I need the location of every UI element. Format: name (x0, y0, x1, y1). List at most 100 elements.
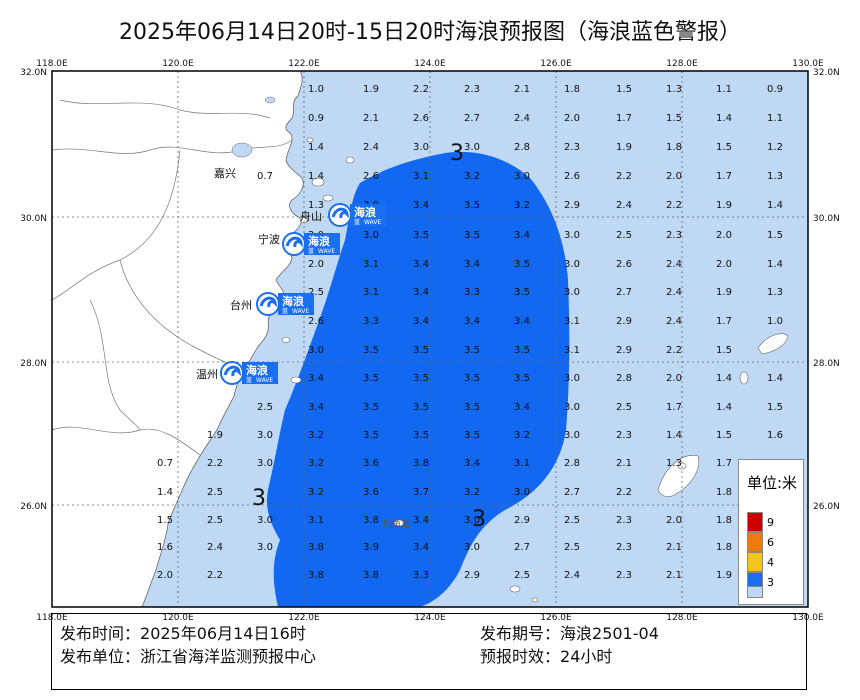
wave-height-value: 2.3 (616, 515, 632, 526)
wave-height-value: 1.5 (716, 430, 732, 441)
coastal-wave-value: 3.0 (257, 542, 273, 553)
wave-height-value: 1.2 (767, 142, 783, 153)
wave-height-value: 2.3 (616, 430, 632, 441)
wave-height-value: 3.5 (514, 287, 530, 298)
wave-height-value: 3.4 (308, 402, 324, 413)
city-label-wenzhou: 温州 (196, 368, 218, 381)
wave-height-value: 2.0 (666, 171, 682, 182)
wave-height-value: 2.5 (564, 542, 580, 553)
wave-height-value: 1.3 (666, 458, 682, 469)
wave-height-value: 2.4 (666, 316, 682, 327)
badge-title: 海浪 (246, 363, 268, 377)
issue-no-value: 海浪2501-04 (560, 624, 659, 643)
wave-height-value: 2.6 (564, 171, 580, 182)
badge-title: 海浪 (308, 234, 330, 248)
wave-height-value: 3.7 (413, 487, 429, 498)
wave-height-value: 3.3 (363, 316, 379, 327)
valid-row: 预报时效：24小时 (480, 643, 612, 667)
wave-height-value: 3.4 (514, 230, 530, 241)
issue-no-label: 发布期号： (480, 624, 560, 643)
wave-height-value: 2.4 (564, 570, 580, 581)
wave-height-value: 1.1 (716, 84, 732, 95)
wave-warning-badge: 海浪蓝 WAVE (257, 293, 314, 315)
wave-height-value: 3.5 (464, 230, 480, 241)
wave-height-value: 3.4 (413, 259, 429, 270)
wave-height-value: 3.5 (464, 430, 480, 441)
wave-height-value: 2.7 (564, 487, 580, 498)
coastal-wave-value: 3.0 (257, 430, 273, 441)
wave-height-value: 2.6 (363, 171, 379, 182)
wave-height-value: 3.4 (413, 542, 429, 553)
valid-label: 预报时效： (480, 647, 560, 666)
wave-height-value: 2.4 (616, 200, 632, 211)
wave-height-value: 2.3 (564, 142, 580, 153)
wave-height-value: 1.7 (716, 171, 732, 182)
wave-height-value: 3.5 (363, 402, 379, 413)
wave-height-value: 3.5 (464, 200, 480, 211)
badge-level: 蓝 (354, 218, 360, 226)
wave-height-value: 3.8 (308, 570, 324, 581)
wave-height-value: 3.0 (464, 542, 480, 553)
wave-height-value: 1.5 (767, 230, 783, 241)
wave-height-value: 1.6 (767, 430, 783, 441)
wave-height-value: 1.8 (716, 542, 732, 553)
wave-height-value: 3.5 (514, 345, 530, 356)
coastal-wave-value: 2.0 (157, 570, 173, 581)
wave-height-value: 1.4 (716, 402, 732, 413)
issuer-row: 发布单位：浙江省海洋监测预报中心 (60, 643, 316, 667)
wave-height-value: 3.0 (564, 230, 580, 241)
wave-height-value: 2.2 (616, 171, 632, 182)
wave-height-value: 1.5 (767, 402, 783, 413)
coastal-wave-value: 3.0 (257, 458, 273, 469)
wave-height-value: 3.0 (564, 402, 580, 413)
wave-height-value: 1.5 (716, 142, 732, 153)
contour-label: 3 (472, 507, 486, 532)
wave-height-value: 2.2 (666, 345, 682, 356)
wave-warning-badge: 海浪蓝 WAVE (283, 233, 340, 255)
legend-swatch-9 (747, 512, 763, 532)
wave-height-value: 1.4 (767, 373, 783, 384)
wave-height-value: 2.6 (308, 316, 324, 327)
lat-label: 28.0N (20, 359, 47, 369)
wave-height-value: 1.9 (716, 287, 732, 298)
valid-value: 24小时 (560, 647, 612, 666)
issue-time-label: 发布时间： (60, 624, 140, 643)
wave-height-value: 1.9 (716, 570, 732, 581)
wave-height-value: 3.1 (413, 171, 429, 182)
wave-height-value: 1.9 (363, 84, 379, 95)
wave-height-value: 1.8 (716, 515, 732, 526)
wave-height-value: 1.4 (308, 142, 324, 153)
issuer-label: 发布单位： (60, 647, 140, 666)
legend: 单位:米 9 6 4 3 (738, 459, 804, 605)
wave-height-value: 3.4 (514, 402, 530, 413)
coastal-wave-value: 2.5 (207, 487, 223, 498)
wave-height-value: 3.5 (363, 430, 379, 441)
wave-height-value: 3.4 (308, 373, 324, 384)
wave-height-value: 1.5 (716, 345, 732, 356)
wave-height-value: 1.5 (616, 84, 632, 95)
wave-height-value: 2.1 (514, 84, 530, 95)
wave-height-value: 1.3 (767, 171, 783, 182)
badge-sub: WAVE (364, 219, 381, 226)
wave-height-value: 2.9 (616, 316, 632, 327)
wave-height-value: 3.4 (464, 458, 480, 469)
lon-label: 120.0E (162, 59, 194, 69)
badge-level: 蓝 (308, 247, 314, 255)
wave-height-value: 3.1 (363, 259, 379, 270)
issue-no-row: 发布期号：海浪2501-04 (480, 620, 659, 644)
wave-height-value: 2.0 (666, 515, 682, 526)
wave-height-value: 2.4 (666, 287, 682, 298)
wave-height-value: 2.7 (616, 287, 632, 298)
lat-label: 28.0N (813, 359, 840, 369)
legend-swatch-4 (747, 552, 763, 572)
wave-height-value: 3.4 (413, 515, 429, 526)
wave-height-value: 1.4 (716, 373, 732, 384)
wave-height-value: 0.9 (308, 113, 324, 124)
wave-height-value: 3.4 (413, 200, 429, 211)
coastal-wave-value: 1.5 (157, 515, 173, 526)
wave-height-value: 1.1 (767, 113, 783, 124)
lat-labels-right: 32.0N 30.0N 28.0N 26.0N (813, 68, 840, 512)
coastal-wave-value: 2.2 (207, 570, 223, 581)
wave-height-value: 3.8 (363, 515, 379, 526)
coastal-wave-value: 2.2 (207, 458, 223, 469)
